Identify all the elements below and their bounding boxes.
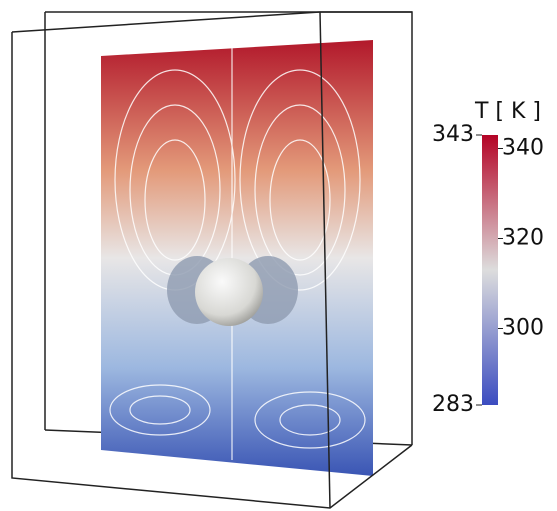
tick-label: 340 (502, 136, 544, 161)
scene: T [ K ] 283 343 300 320 340 (0, 0, 557, 511)
temperature-plane (101, 40, 373, 476)
tick-label: 300 (502, 316, 544, 341)
tick-label: 320 (502, 226, 544, 251)
colorbar-title: T [ K ] (474, 99, 541, 124)
sphere (195, 258, 263, 326)
range-label: 343 (432, 122, 474, 147)
range-label: 283 (432, 392, 474, 417)
colorbar (482, 135, 498, 405)
